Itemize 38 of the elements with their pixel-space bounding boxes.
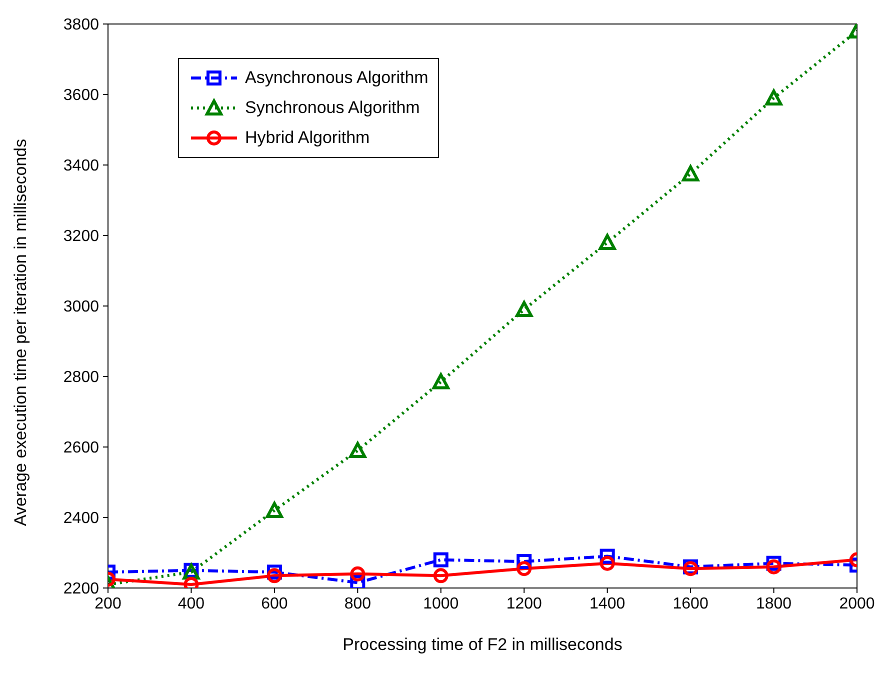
x-tick-label: 1200	[506, 595, 542, 612]
y-tick-label: 3600	[63, 87, 100, 104]
y-tick-label: 2200	[63, 580, 100, 598]
point	[682, 165, 700, 182]
x-tick-label: 600	[261, 595, 288, 612]
x-tick-label: 1800	[756, 595, 792, 612]
x-tick-label: 400	[178, 595, 205, 612]
x-tick-label: 1400	[590, 595, 626, 612]
legend-label: Synchronous Algorithm	[245, 98, 420, 118]
point	[765, 90, 782, 106]
point	[516, 561, 532, 576]
point	[516, 301, 533, 318]
point	[350, 566, 366, 582]
point	[349, 442, 366, 458]
legend-label: Hybrid Algorithm	[245, 128, 370, 148]
point	[432, 373, 450, 390]
point	[266, 502, 283, 518]
x-tick-label: 1000	[423, 595, 459, 612]
legend-label: Asynchronous Algorithm	[245, 68, 428, 88]
y-axis-title: Average execution time per iteration in milliseconds	[11, 138, 30, 526]
y-tick-label: 3800	[63, 16, 100, 34]
x-tick-label: 200	[94, 595, 122, 612]
point	[433, 568, 448, 584]
x-tick-label: 2000	[839, 595, 875, 612]
point	[266, 568, 282, 584]
y-tick-label: 3200	[63, 228, 100, 246]
y-tick-label: 2400	[63, 510, 100, 528]
x-tick-label: 1600	[672, 595, 708, 612]
point	[598, 234, 616, 250]
point	[600, 556, 615, 571]
y-tick-label: 2800	[63, 369, 100, 386]
y-tick-label: 2600	[63, 440, 100, 457]
point	[766, 559, 782, 574]
y-tick-label: 3400	[63, 158, 100, 175]
x-axis-title: Processing time of F2 in milliseconds	[342, 635, 622, 654]
x-tick-label: 800	[344, 595, 372, 612]
point	[433, 552, 448, 568]
y-tick-label: 3000	[63, 298, 100, 316]
